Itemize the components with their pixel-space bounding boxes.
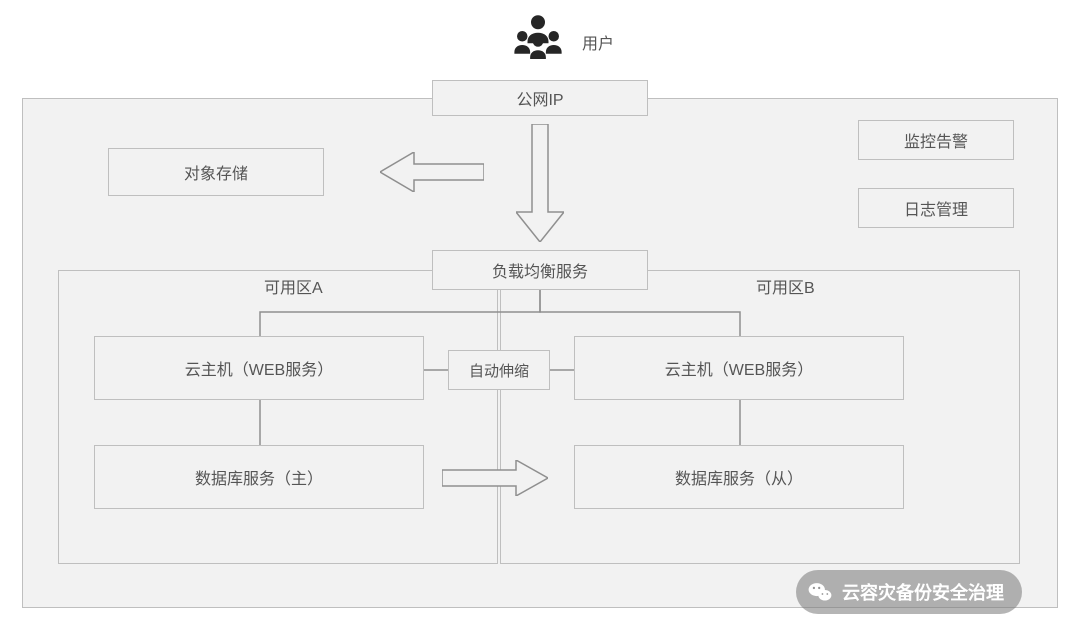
watermark-text: 云容灾备份安全治理 (842, 579, 1004, 605)
arrow-right-icon (442, 460, 548, 496)
node-db-master: 数据库服务（主） (94, 445, 424, 509)
user-label: 用户 (582, 30, 614, 54)
node-web-b: 云主机（WEB服务） (574, 336, 904, 400)
node-db-slave: 数据库服务（从） (574, 445, 904, 509)
user-icon (510, 10, 566, 66)
arrow-left-icon (380, 152, 484, 192)
node-lb: 负载均衡服务 (432, 250, 648, 290)
node-web-a: 云主机（WEB服务） (94, 336, 424, 400)
node-monitor-label: 监控告警 (904, 128, 968, 152)
node-monitor: 监控告警 (858, 120, 1014, 160)
arrow-down-icon (516, 124, 564, 242)
node-obj-storage-label: 对象存储 (184, 160, 248, 184)
node-db-slave-label: 数据库服务（从） (675, 465, 803, 489)
node-web-a-label: 云主机（WEB服务） (185, 356, 333, 380)
zone-a (58, 270, 498, 564)
node-autoscale: 自动伸缩 (448, 350, 550, 390)
node-log-label: 日志管理 (904, 196, 968, 220)
wechat-icon (806, 578, 834, 606)
watermark-badge: 云容灾备份安全治理 (796, 570, 1022, 614)
node-obj-storage: 对象存储 (108, 148, 324, 196)
node-log: 日志管理 (858, 188, 1014, 228)
node-web-b-label: 云主机（WEB服务） (665, 356, 813, 380)
node-lb-label: 负载均衡服务 (492, 258, 588, 282)
zone-b-label: 可用区B (756, 274, 815, 298)
node-public-ip: 公网IP (432, 80, 648, 116)
node-db-master-label: 数据库服务（主） (195, 465, 323, 489)
node-public-ip-label: 公网IP (516, 86, 563, 110)
node-autoscale-label: 自动伸缩 (469, 360, 529, 381)
zone-b (500, 270, 1020, 564)
zone-a-label: 可用区A (264, 274, 323, 298)
